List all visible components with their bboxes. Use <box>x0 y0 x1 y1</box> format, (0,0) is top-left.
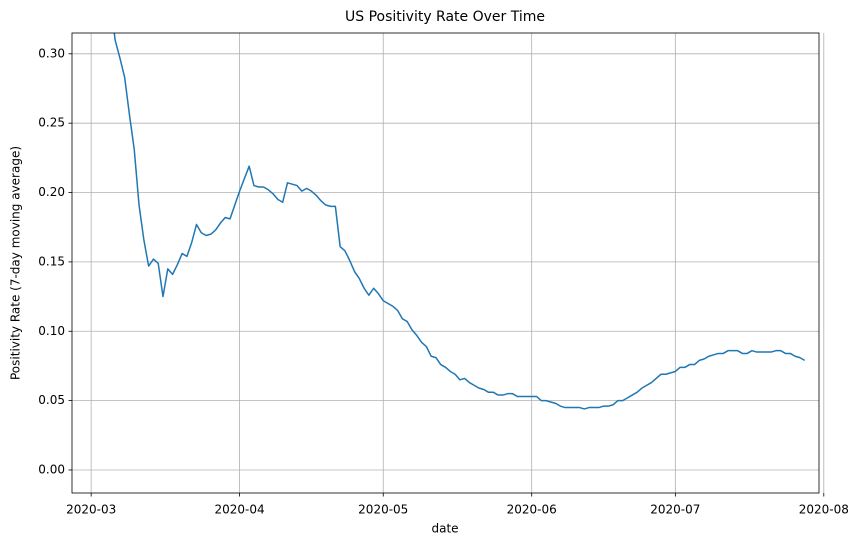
y-axis-label: Positivity Rate (7-day moving average) <box>9 146 23 380</box>
x-tick-label: 2020-05 <box>358 503 408 517</box>
x-tick-label: 2020-04 <box>215 503 265 517</box>
plot-area <box>113 33 806 410</box>
y-tick-label: 0.00 <box>38 462 65 476</box>
y-tick-label: 0.25 <box>38 116 65 130</box>
y-tick-label: 0.10 <box>38 324 65 338</box>
axes-frame <box>71 32 820 494</box>
data-line <box>113 33 806 410</box>
chart-title: US Positivity Rate Over Time <box>345 9 545 25</box>
x-tick-label: 2020-03 <box>66 503 116 517</box>
grid <box>72 33 825 493</box>
y-tick-label: 0.15 <box>38 254 65 268</box>
y-tick-label: 0.05 <box>38 393 65 407</box>
x-tick-label: 2020-07 <box>650 503 700 517</box>
y-tick-label: 0.30 <box>38 46 65 60</box>
x-axis-label: date <box>431 522 458 536</box>
x-tick-label: 2020-08 <box>799 503 849 517</box>
x-tick-label: 2020-06 <box>507 503 557 517</box>
y-tick-label: 0.20 <box>38 185 65 199</box>
